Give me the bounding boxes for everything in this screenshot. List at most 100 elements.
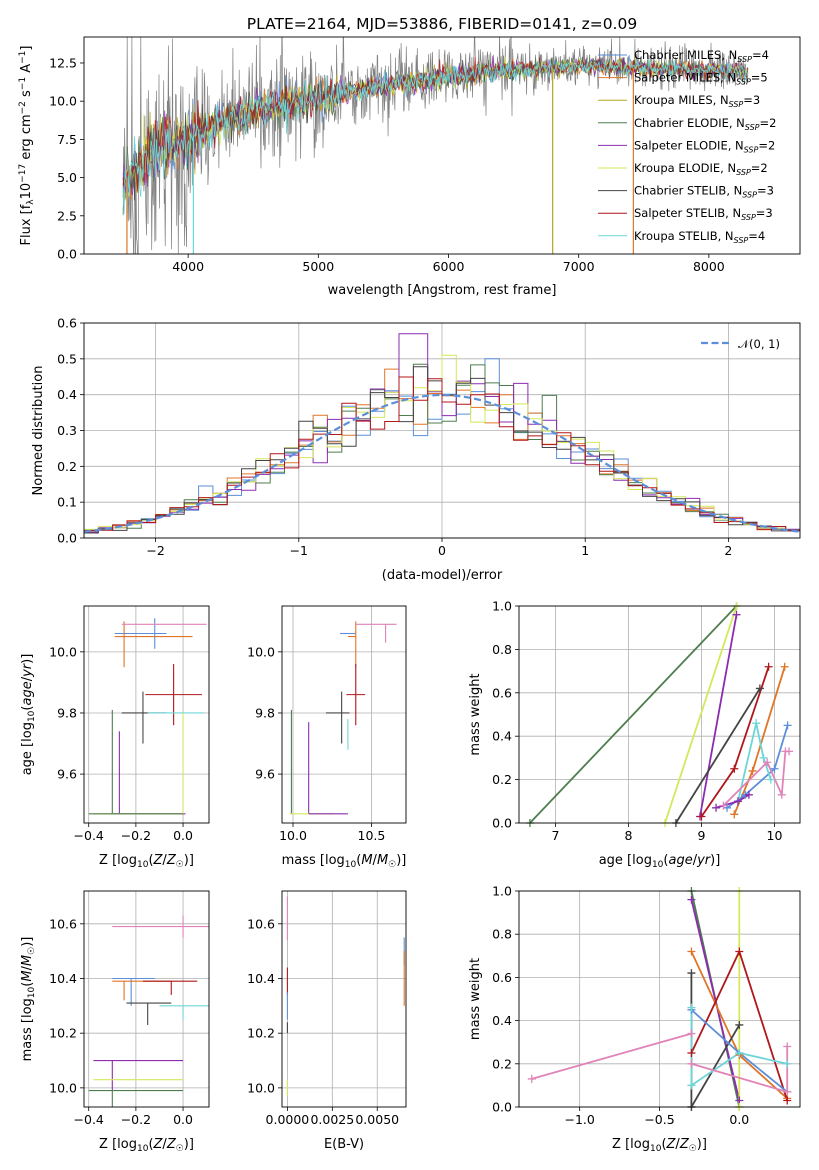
y-tick-label: 0.0 [492,816,512,831]
legend-entry: Kroupa ELODIE, NSSP=2 [634,161,768,177]
x-tick-label: −0.4 [74,1112,104,1127]
weight-line [737,722,772,802]
y-tick-label: 2.5 [57,208,77,223]
weight-marker [783,1096,792,1105]
spectrum-model-line [122,54,749,216]
residuals-plot-area [84,333,800,538]
age_vs_mass-axes: 10.0 10.5 9.6 9.8 10.0 [247,606,406,843]
weight-marker [766,775,775,784]
spectrum-model-line [122,56,749,197]
weight-marker [687,895,696,904]
weight-marker [730,810,739,819]
x-tick-label: −0.2 [121,1112,151,1127]
x-axis-label: (data-model)/error [382,568,503,583]
spectrum-frame [83,36,801,255]
weight-marker [764,662,773,671]
y-tick-label: 0.2 [492,772,512,787]
x-tick-label: 6000 [433,259,465,274]
x-tick-label: 7000 [563,259,595,274]
y-tick-label: 0.6 [492,685,512,700]
x-tick-label: 0.0 [173,828,193,843]
y-tick-label: 0.0 [57,247,77,262]
legend-entry: Salpeter ELODIE, NSSP=2 [634,138,775,154]
weight-marker [687,947,696,956]
legend-entry: Kroupa STELIB, NSSP=4 [634,229,765,245]
histogram-series [84,376,800,538]
y-axis-label: Flux [fλ10−17 erg cm−2 s−1 A−1] [18,46,36,246]
weight-marker [783,1042,792,1051]
y-tick-label: 0.4 [57,387,77,402]
x-tick-label: 5000 [302,259,334,274]
weight-marker [783,721,792,730]
y-tick-label: 0.2 [492,1056,512,1071]
y-tick-label: 9.6 [255,767,275,782]
weight-marker [712,803,721,812]
normal-curve [84,393,800,533]
y-axis-label: age [log10(age/yr)] [20,654,37,776]
legend-entry: Chabrier ELODIE, NSSP=2 [634,116,776,132]
x-tick-label: 9 [697,828,705,843]
weight-marker [763,758,772,767]
weight-marker [730,764,739,773]
y-tick-label: 0.0 [57,531,77,546]
weight-marker [748,766,757,775]
weight_vs_age-frame [518,605,801,824]
x-tick-label: 7 [552,828,560,843]
y-tick-label: 9.8 [255,705,275,720]
weight-marker [687,1059,696,1068]
weight-marker [527,1074,536,1083]
weight-marker [780,662,789,671]
y-tick-label: 10.6 [247,916,275,931]
weight-marker [785,747,794,756]
spectrum-axes: 4000 5000 6000 7000 8000 0.0 2.5 5.0 7.5 10.0 12.5 [49,55,725,274]
weight-marker [687,1029,696,1038]
x-tick-label: 0.0050 [355,1112,399,1127]
weight-marker [735,1020,744,1029]
y-tick-label: 0.8 [492,927,512,942]
x-tick-label: 0 [438,543,446,558]
age_vs_Z-plot-area [88,618,207,815]
x-tick-label: 10.0 [279,828,307,843]
y-tick-label: 0.2 [57,459,77,474]
legend-entry: Chabrier MILES, NSSP=4 [634,48,769,64]
legend-entry: Salpeter STELIB, NSSP=3 [634,206,773,222]
y-tick-label: 0.0 [492,1100,512,1115]
spectrum-plot-area [122,37,749,254]
age_vs_mass-frame [281,605,407,824]
mass_vs_Z-frame [83,890,210,1108]
weight-marker [687,1081,696,1090]
y-axis-label: Normed distribution [31,366,46,496]
x-tick-label: 0.0 [729,1112,749,1127]
x-tick-label: 0.0025 [310,1112,354,1127]
x-tick-label: −0.5 [644,1112,674,1127]
weight-line [675,688,761,823]
weight_vs_Z-frame [518,890,801,1108]
weight-line [699,614,738,817]
weight_vs_age-plot-area [529,606,790,823]
weight-marker [759,753,768,762]
x-tick-label: −1 [290,543,308,558]
y-tick-label: 10.2 [247,1026,275,1041]
x-tick-label: 0.0 [173,1112,193,1127]
x-tick-label: 10 [767,828,783,843]
x-tick-label: −1.0 [564,1112,594,1127]
age_vs_Z-axes: −0.4 −0.2 0.0 9.6 9.8 10.0 [49,606,209,843]
x-axis-label: E(B-V) [324,1137,364,1152]
weight-marker [744,790,753,799]
y-axis-label: mass [log10(M/M☉)] [20,937,37,1062]
weight-line [690,1024,741,1107]
x-axis-label: wavelength [Angstrom, rest frame] [328,283,557,298]
weight-marker [733,797,742,806]
y-tick-label: 10.6 [49,916,77,931]
weight-marker [783,1087,792,1096]
weight-line [531,1032,692,1080]
y-tick-label: 10.0 [247,644,275,659]
x-axis-label: Z [log10(Z/Z☉)] [99,853,194,870]
y-tick-label: 0.3 [57,423,77,438]
x-tick-label: −2 [146,543,164,558]
y-tick-label: 5.0 [57,170,77,185]
weight-marker [687,969,696,978]
weight-marker [735,1049,744,1057]
y-tick-label: 0.4 [492,729,512,744]
y-tick-label: 10.0 [49,94,77,109]
